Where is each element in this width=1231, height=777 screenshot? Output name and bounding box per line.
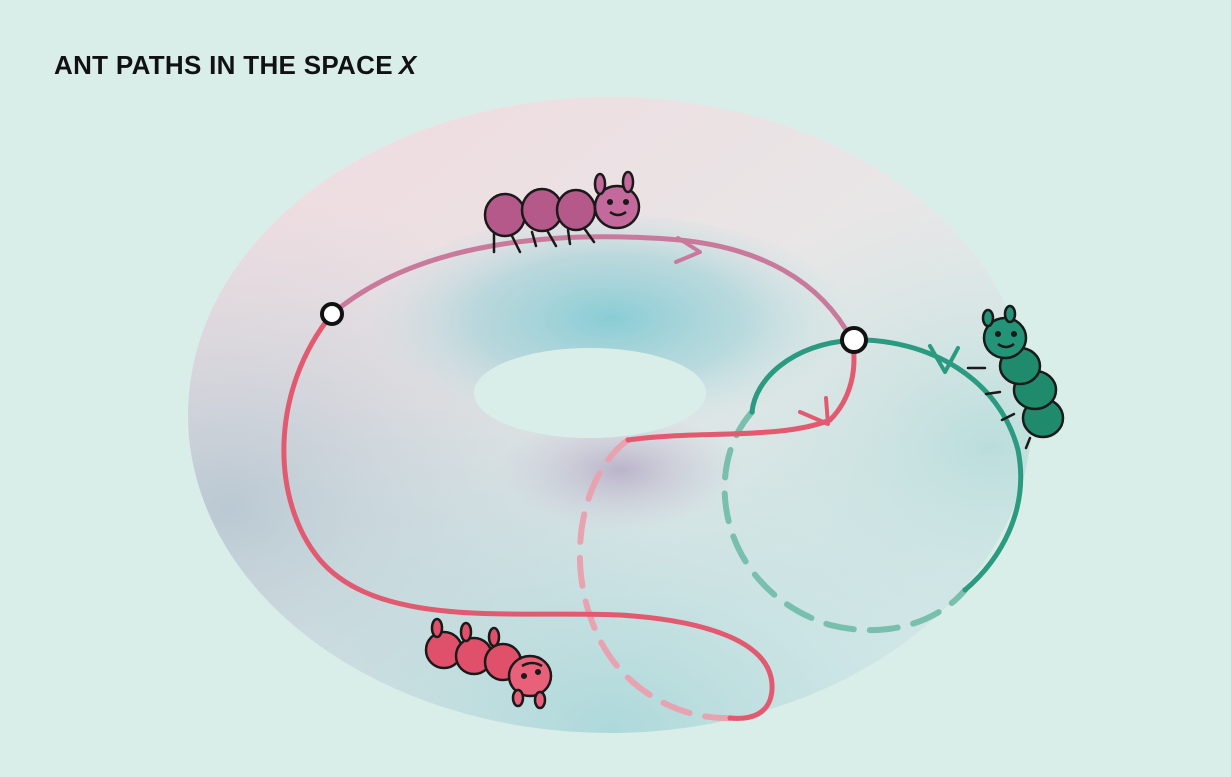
- red-ant: [424, 617, 553, 710]
- red-path-arrow: [798, 396, 830, 426]
- pink-path: [329, 234, 855, 343]
- pink-path-arrow: [674, 236, 702, 264]
- green-ant: [966, 304, 1065, 450]
- title-text: ANT PATHS IN THE SPACE: [54, 50, 393, 80]
- green-loop-hidden-path: [721, 409, 968, 634]
- right-point: [840, 326, 868, 354]
- left-point: [320, 302, 344, 326]
- red-path: [281, 311, 775, 721]
- title-variable: X: [398, 50, 417, 80]
- green-path-arrow: [928, 344, 960, 374]
- diagram-title: ANT PATHS IN THE SPACE X: [54, 50, 417, 81]
- purple-ant: [483, 170, 641, 254]
- red-path-return: [625, 337, 857, 443]
- green-loop-left: [749, 337, 855, 415]
- green-loop-right: [849, 337, 1024, 593]
- torus-hole: [474, 348, 706, 438]
- red-loop-hidden-path: [576, 437, 733, 722]
